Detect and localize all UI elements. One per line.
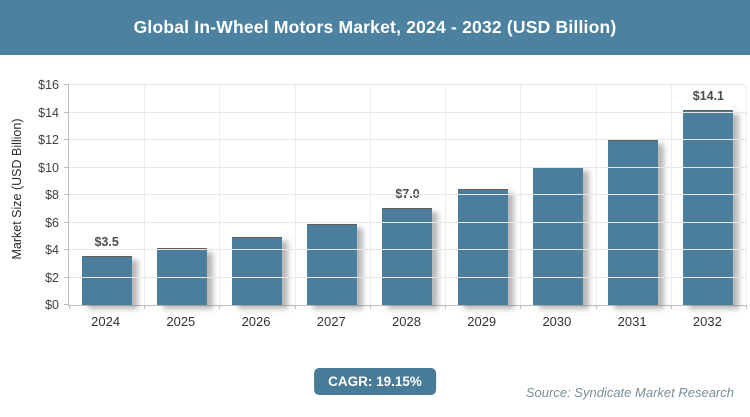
h-gridline <box>69 166 746 168</box>
x-tick-mark <box>69 305 70 309</box>
y-tick-label: $6 <box>45 215 59 230</box>
y-tick-mark <box>64 221 69 223</box>
v-gridline <box>520 85 522 305</box>
bar-2028[interactable] <box>382 207 433 305</box>
y-axis-title: Market Size (USD Billion) <box>10 118 24 260</box>
y-tick-label: $8 <box>45 188 59 202</box>
v-gridline <box>670 85 672 305</box>
v-gridline <box>595 85 597 305</box>
chart-title: Global In-Wheel Motors Market, 2024 - 20… <box>133 17 617 37</box>
h-gridline <box>69 276 746 278</box>
bar-2029[interactable] <box>457 188 508 305</box>
v-gridline <box>294 85 296 305</box>
bar-slot <box>445 85 520 305</box>
source-credit: Source: Syndicate Market Research <box>525 385 734 400</box>
x-tick-mark <box>294 305 296 309</box>
h-gridline <box>69 111 746 113</box>
bar-2026[interactable] <box>232 236 283 305</box>
x-tick-label: 2028 <box>392 314 421 329</box>
x-tick-label: 2029 <box>467 314 497 329</box>
x-tick-mark <box>369 305 371 309</box>
y-tick-mark <box>64 194 69 195</box>
x-tick-mark <box>520 305 522 309</box>
x-tick-label: 2031 <box>617 314 647 329</box>
bar-2027[interactable] <box>307 224 358 305</box>
x-tick-label: 2024 <box>91 314 121 329</box>
y-tick-label: $14 <box>38 105 59 120</box>
y-tick-label: $10 <box>38 160 59 175</box>
y-tick-mark <box>64 139 69 140</box>
v-gridline <box>369 85 371 305</box>
bar-slot <box>219 85 294 305</box>
bar-slot: $14.1 <box>671 85 746 305</box>
h-gridline <box>69 249 746 250</box>
bar-slot <box>295 85 370 305</box>
y-tick-label: $0 <box>45 298 59 312</box>
bar-2025[interactable] <box>156 247 207 305</box>
bar-slot <box>596 85 671 305</box>
x-tick-mark <box>144 305 146 309</box>
v-gridline <box>746 85 747 305</box>
bar-slot: $7.0 <box>370 85 445 305</box>
y-tick-label: $16 <box>38 78 59 92</box>
y-tick-mark <box>64 84 69 85</box>
y-tick-mark <box>64 304 69 305</box>
bar-2030[interactable] <box>532 166 583 305</box>
h-gridline <box>69 139 746 140</box>
h-gridline <box>69 194 746 195</box>
bars-container: $3.5 $7.0 $14.1 <box>69 85 746 305</box>
plot-area: $3.5 $7.0 $14.1 $0 $2 $4 $6 $8 $10 $12 $14 $16 <box>38 78 747 312</box>
x-tick-mark <box>445 305 447 309</box>
x-tick-label: 2027 <box>316 314 346 329</box>
bar-slot: $3.5 <box>69 85 144 305</box>
x-tick-label: 2026 <box>241 314 271 329</box>
v-gridline <box>445 85 447 305</box>
y-tick-mark <box>64 276 69 278</box>
h-gridline <box>69 221 746 223</box>
chart-title-bar: Global In-Wheel Motors Market, 2024 - 20… <box>0 0 750 55</box>
y-tick-label: $4 <box>45 243 59 257</box>
bar-value-label: $14.1 <box>692 89 724 104</box>
bar-2024[interactable] <box>81 255 132 305</box>
x-tick-label: 2030 <box>542 314 572 329</box>
bar-value-label: $3.5 <box>94 234 119 249</box>
y-tick-label: $12 <box>38 133 59 147</box>
x-tick-mark <box>746 305 747 309</box>
y-tick-mark <box>64 249 69 250</box>
y-tick-mark <box>64 166 69 168</box>
y-tick-mark <box>64 111 69 113</box>
h-gridline <box>69 84 746 85</box>
x-tick-mark <box>595 305 597 309</box>
x-tick-label: 2032 <box>692 314 722 329</box>
bar-value-label: $7.0 <box>395 186 420 201</box>
cagr-badge: CAGR: 19.15% <box>314 368 436 395</box>
v-gridline <box>144 85 146 305</box>
bar-2031[interactable] <box>608 140 659 305</box>
y-tick-label: $2 <box>45 270 59 285</box>
x-axis-labels: 2024 2025 2026 2027 2028 2029 2030 2031 2032 <box>68 314 745 329</box>
bar-slot <box>144 85 219 305</box>
x-tick-mark <box>670 305 672 309</box>
v-gridline <box>219 85 221 305</box>
bar-2032[interactable] <box>683 110 734 305</box>
x-tick-mark <box>219 305 221 309</box>
bar-slot <box>520 85 595 305</box>
x-tick-label: 2025 <box>166 314 196 329</box>
